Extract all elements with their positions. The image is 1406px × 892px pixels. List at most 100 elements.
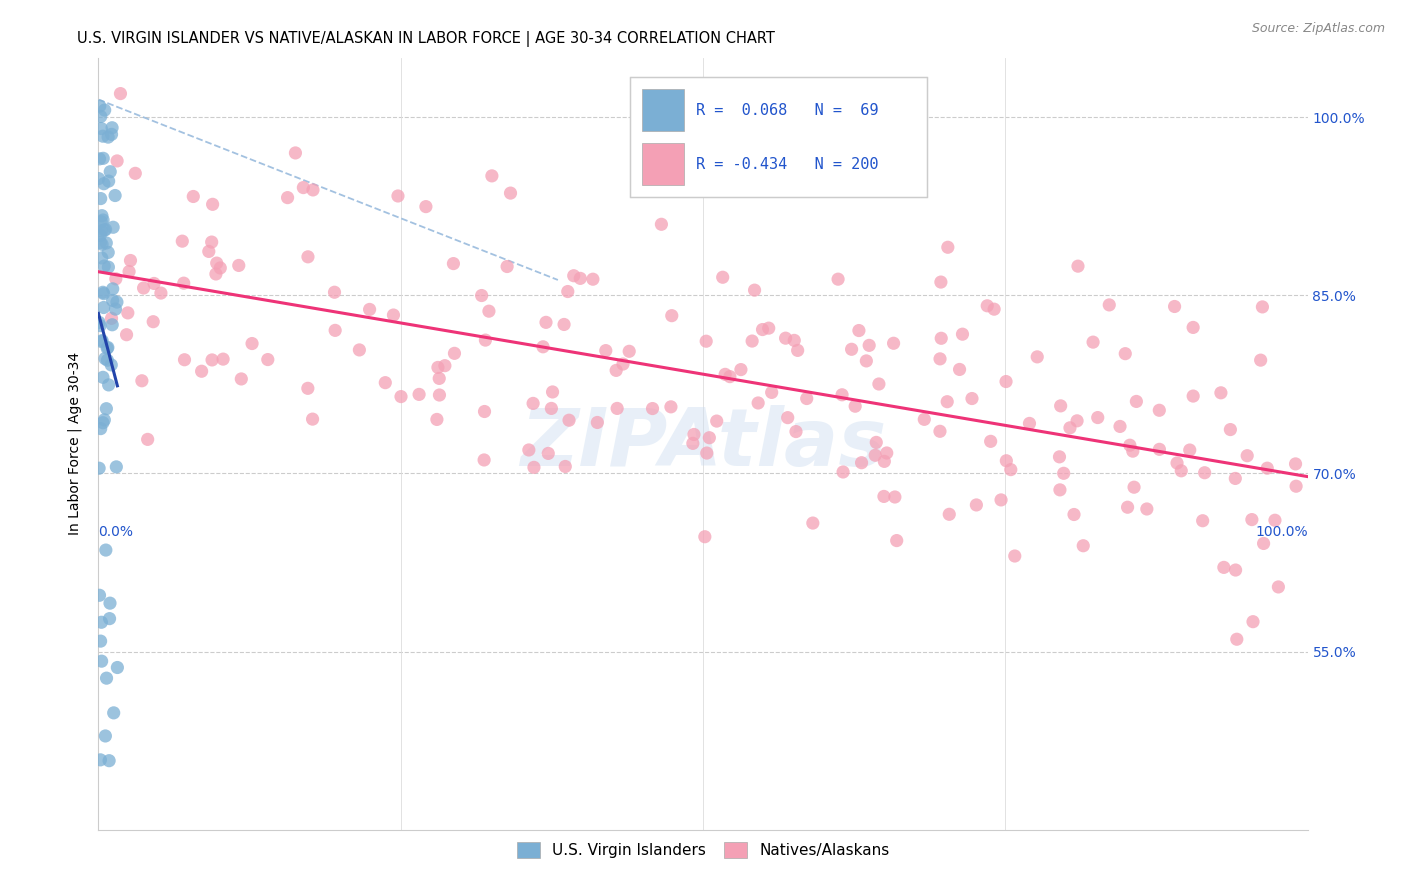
- Point: [349, 343, 371, 357]
- Point: [990, 492, 1012, 507]
- Point: [284, 145, 307, 160]
- Point: [201, 235, 224, 249]
- Point: [143, 277, 166, 291]
- Point: [89, 228, 111, 243]
- Point: [1087, 410, 1109, 425]
- Point: [181, 189, 204, 203]
- Point: [1209, 385, 1232, 400]
- Point: [90, 224, 112, 238]
- Point: [94, 729, 117, 743]
- Point: [302, 183, 325, 197]
- Point: [1049, 450, 1071, 464]
- Point: [751, 322, 773, 336]
- Point: [912, 412, 935, 426]
- Point: [848, 324, 870, 338]
- Point: [1049, 483, 1071, 497]
- Point: [212, 352, 235, 367]
- Point: [557, 285, 579, 299]
- Point: [1253, 536, 1275, 550]
- Point: [844, 399, 866, 413]
- Point: [93, 259, 115, 273]
- Point: [1194, 466, 1216, 480]
- Point: [496, 260, 519, 274]
- Point: [90, 110, 112, 124]
- Point: [553, 318, 575, 332]
- Point: [952, 327, 974, 342]
- Point: [1149, 403, 1171, 417]
- Point: [96, 671, 118, 685]
- Point: [569, 271, 592, 285]
- Point: [90, 615, 112, 630]
- Point: [101, 220, 124, 235]
- Point: [531, 340, 554, 354]
- Point: [1182, 320, 1205, 334]
- Point: [714, 368, 737, 382]
- Point: [976, 299, 998, 313]
- Point: [91, 129, 114, 144]
- Point: [387, 189, 409, 203]
- Point: [1166, 456, 1188, 470]
- Point: [89, 152, 111, 166]
- Point: [1122, 444, 1144, 458]
- Point: [433, 359, 456, 373]
- Point: [1000, 462, 1022, 476]
- Point: [104, 272, 127, 286]
- Point: [90, 654, 112, 668]
- Point: [201, 197, 224, 211]
- Point: [474, 333, 496, 347]
- Point: [256, 352, 278, 367]
- Point: [938, 508, 960, 522]
- Point: [105, 153, 128, 168]
- Point: [90, 215, 112, 229]
- Point: [441, 257, 464, 271]
- Point: [983, 302, 1005, 317]
- Point: [1256, 461, 1278, 475]
- Point: [98, 612, 121, 626]
- Point: [936, 394, 959, 409]
- Point: [91, 370, 114, 384]
- Point: [650, 217, 672, 231]
- Point: [104, 302, 127, 317]
- Point: [1240, 512, 1263, 526]
- Point: [90, 209, 112, 223]
- Point: [93, 223, 115, 237]
- Point: [1116, 500, 1139, 515]
- Point: [1059, 421, 1081, 435]
- Point: [97, 130, 120, 145]
- Point: [619, 344, 641, 359]
- Legend: U.S. Virgin Islanders, Natives/Alaskans: U.S. Virgin Islanders, Natives/Alaskans: [510, 836, 896, 864]
- Point: [426, 412, 449, 426]
- Point: [1225, 471, 1247, 485]
- Point: [965, 498, 987, 512]
- Point: [1225, 563, 1247, 577]
- Point: [783, 334, 806, 348]
- Point: [110, 87, 132, 101]
- Point: [873, 454, 896, 468]
- Point: [523, 460, 546, 475]
- Point: [90, 422, 112, 436]
- Point: [1063, 508, 1085, 522]
- Point: [936, 240, 959, 254]
- Text: U.S. VIRGIN ISLANDER VS NATIVE/ALASKAN IN LABOR FORCE | AGE 30-34 CORRELATION CH: U.S. VIRGIN ISLANDER VS NATIVE/ALASKAN I…: [77, 31, 775, 47]
- Point: [89, 235, 111, 250]
- Point: [1114, 346, 1136, 360]
- Point: [117, 306, 139, 320]
- Point: [105, 459, 128, 474]
- Point: [1098, 298, 1121, 312]
- Point: [93, 103, 115, 117]
- Point: [659, 400, 682, 414]
- Point: [1123, 480, 1146, 494]
- Point: [301, 412, 323, 426]
- Point: [693, 530, 716, 544]
- Point: [1109, 419, 1132, 434]
- Point: [98, 164, 121, 178]
- Point: [90, 251, 112, 265]
- Point: [97, 245, 120, 260]
- Point: [91, 237, 114, 252]
- Point: [277, 191, 299, 205]
- Point: [995, 375, 1018, 389]
- Point: [858, 338, 880, 352]
- Point: [408, 387, 430, 401]
- Point: [101, 282, 124, 296]
- Point: [124, 166, 146, 180]
